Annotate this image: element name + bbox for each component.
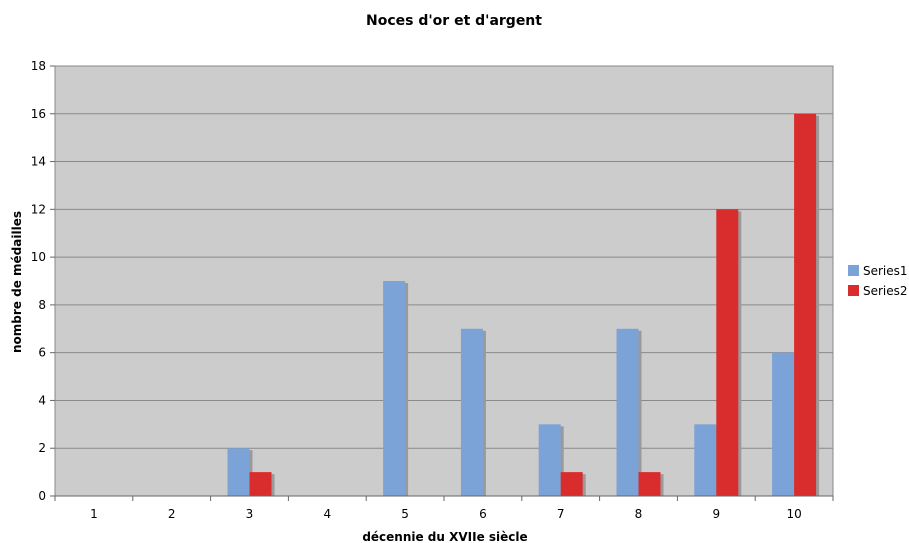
y-tick-label: 2 (38, 441, 46, 455)
y-tick-label: 8 (38, 298, 46, 312)
x-tick-label: 2 (168, 507, 176, 521)
bar-series2 (638, 472, 661, 496)
bar-series1 (460, 328, 483, 496)
bar-series2 (716, 209, 739, 497)
x-tick-label: 1 (90, 507, 98, 521)
y-axis-title: nombre de médailles (10, 211, 24, 353)
x-tick-label: 9 (712, 507, 720, 521)
y-tick-label: 18 (31, 59, 46, 73)
x-axis-title: décennie du XVIIe siècle (362, 530, 527, 543)
x-tick-label: 4 (323, 507, 331, 521)
bar-series2 (560, 472, 583, 496)
bar-series2 (249, 472, 272, 496)
bar-series2 (794, 113, 817, 497)
y-tick-label: 16 (31, 107, 46, 121)
plot-area (54, 65, 834, 497)
legend-swatch (848, 285, 859, 296)
legend: Series1 Series2 (848, 264, 908, 298)
legend-label: Series2 (863, 284, 908, 298)
bar-series1 (227, 448, 250, 496)
y-tick-label: 10 (31, 250, 46, 264)
x-tick-label: 10 (786, 507, 801, 521)
bar-series1 (772, 352, 795, 496)
y-tick-label: 4 (38, 393, 46, 407)
x-tick-label: 5 (401, 507, 409, 521)
bar-series1 (538, 424, 561, 496)
x-tick-label: 6 (479, 507, 487, 521)
y-tick-label: 14 (31, 155, 46, 169)
y-tick-label: 6 (38, 346, 46, 360)
bar-series1 (694, 424, 717, 496)
legend-swatch (848, 265, 859, 276)
x-axis-ticks: 1 2 3 4 5 6 7 8 9 10 (54, 496, 834, 521)
chart-title: Noces d'or et d'argent (366, 13, 542, 29)
bar-series1 (383, 281, 406, 496)
y-tick-label: 0 (38, 489, 46, 503)
y-tick-label: 12 (31, 202, 46, 216)
x-tick-label: 7 (557, 507, 565, 521)
bar-series1 (616, 328, 639, 496)
y-axis-ticks: 0 2 4 6 8 10 12 14 16 18 (31, 59, 55, 503)
x-tick-label: 3 (246, 507, 254, 521)
x-tick-label: 8 (635, 507, 643, 521)
legend-label: Series1 (863, 264, 908, 278)
